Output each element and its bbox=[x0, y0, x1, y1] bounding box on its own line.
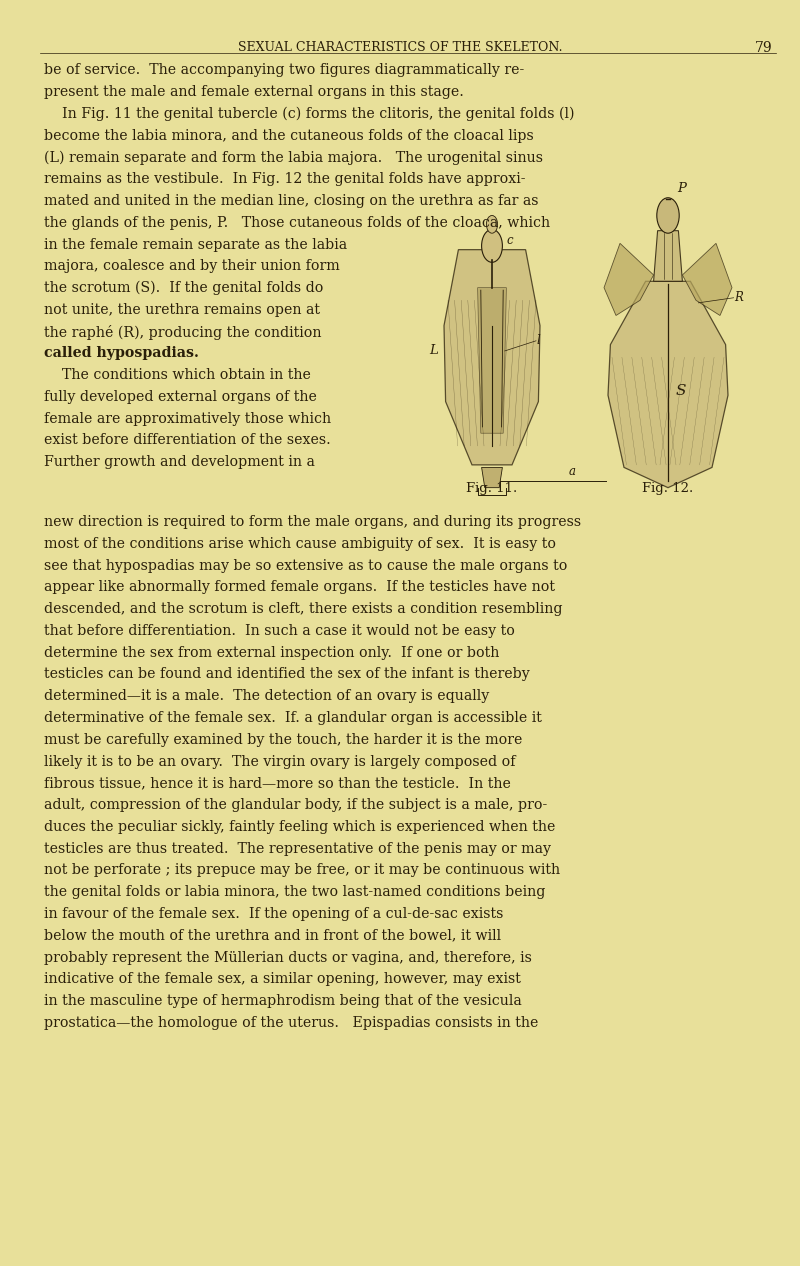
Text: that before differentiation.  In such a case it would not be easy to: that before differentiation. In such a c… bbox=[44, 624, 515, 638]
Text: indicative of the female sex, a similar opening, however, may exist: indicative of the female sex, a similar … bbox=[44, 972, 521, 986]
Text: Fig. 11.: Fig. 11. bbox=[466, 482, 518, 495]
Text: determinative of the female sex.  If. a glandular organ is accessible it: determinative of the female sex. If. a g… bbox=[44, 711, 542, 725]
Text: not be perforate ; its prepuce may be free, or it may be continuous with: not be perforate ; its prepuce may be fr… bbox=[44, 863, 560, 877]
Text: called hypospadias.: called hypospadias. bbox=[44, 347, 199, 361]
Text: most of the conditions arise which cause ambiguity of sex.  It is easy to: most of the conditions arise which cause… bbox=[44, 537, 556, 551]
Polygon shape bbox=[444, 249, 540, 465]
Circle shape bbox=[486, 215, 498, 233]
Text: the genital folds or labia minora, the two last-named conditions being: the genital folds or labia minora, the t… bbox=[44, 885, 546, 899]
Text: In Fig. 11 the genital tubercle (c) forms the clitoris, the genital folds (l): In Fig. 11 the genital tubercle (c) form… bbox=[44, 106, 574, 122]
Text: new direction is required to form the male organs, and during its progress: new direction is required to form the ma… bbox=[44, 515, 581, 529]
Polygon shape bbox=[478, 287, 506, 433]
Text: present the male and female external organs in this stage.: present the male and female external org… bbox=[44, 85, 464, 99]
Text: Fig. 12.: Fig. 12. bbox=[642, 482, 694, 495]
Text: descended, and the scrotum is cleft, there exists a condition resembling: descended, and the scrotum is cleft, the… bbox=[44, 603, 562, 617]
Polygon shape bbox=[654, 230, 682, 281]
Text: SEXUAL CHARACTERISTICS OF THE SKELETON.: SEXUAL CHARACTERISTICS OF THE SKELETON. bbox=[238, 41, 562, 53]
Text: Further growth and development in a: Further growth and development in a bbox=[44, 456, 315, 470]
Text: must be carefully examined by the touch, the harder it is the more: must be carefully examined by the touch,… bbox=[44, 733, 522, 747]
Text: (L) remain separate and form the labia majora.   The urogenital sinus: (L) remain separate and form the labia m… bbox=[44, 151, 543, 165]
Circle shape bbox=[657, 197, 679, 233]
Text: determine the sex from external inspection only.  If one or both: determine the sex from external inspecti… bbox=[44, 646, 499, 660]
Text: P: P bbox=[678, 182, 686, 195]
Text: the scrotum (S).  If the genital folds do: the scrotum (S). If the genital folds do bbox=[44, 281, 323, 295]
Text: become the labia minora, and the cutaneous folds of the cloacal lips: become the labia minora, and the cutaneo… bbox=[44, 129, 534, 143]
Text: adult, compression of the glandular body, if the subject is a male, pro-: adult, compression of the glandular body… bbox=[44, 798, 547, 812]
Polygon shape bbox=[604, 243, 654, 315]
Text: c: c bbox=[506, 234, 513, 247]
Circle shape bbox=[482, 229, 502, 262]
Text: prostatica—the homologue of the uterus.   Epispadias consists in the: prostatica—the homologue of the uterus. … bbox=[44, 1015, 538, 1029]
Polygon shape bbox=[608, 281, 728, 487]
Text: testicles are thus treated.  The representative of the penis may or may: testicles are thus treated. The represen… bbox=[44, 842, 551, 856]
Text: l: l bbox=[537, 334, 541, 347]
Text: majora, coalesce and by their union form: majora, coalesce and by their union form bbox=[44, 260, 340, 273]
Text: fully developed external organs of the: fully developed external organs of the bbox=[44, 390, 317, 404]
Text: mated and united in the median line, closing on the urethra as far as: mated and united in the median line, clo… bbox=[44, 194, 538, 208]
Text: the glands of the penis, P.   Those cutaneous folds of the cloaca, which: the glands of the penis, P. Those cutane… bbox=[44, 215, 550, 229]
Text: R: R bbox=[734, 291, 743, 304]
Text: see that hypospadias may be so extensive as to cause the male organs to: see that hypospadias may be so extensive… bbox=[44, 558, 567, 572]
Text: in the masculine type of hermaphrodism being that of the vesicula: in the masculine type of hermaphrodism b… bbox=[44, 994, 522, 1008]
Text: S: S bbox=[676, 385, 686, 399]
Text: be of service.  The accompanying two figures diagrammatically re-: be of service. The accompanying two figu… bbox=[44, 63, 524, 77]
Text: L: L bbox=[429, 344, 438, 357]
Text: not unite, the urethra remains open at: not unite, the urethra remains open at bbox=[44, 303, 320, 316]
Polygon shape bbox=[682, 243, 732, 315]
Text: exist before differentiation of the sexes.: exist before differentiation of the sexe… bbox=[44, 433, 330, 447]
Text: determined—it is a male.  The detection of an ovary is equally: determined—it is a male. The detection o… bbox=[44, 689, 490, 703]
Text: a: a bbox=[569, 465, 575, 477]
Text: below the mouth of the urethra and in front of the bowel, it will: below the mouth of the urethra and in fr… bbox=[44, 929, 501, 943]
Text: probably represent the Müllerian ducts or vagina, and, therefore, is: probably represent the Müllerian ducts o… bbox=[44, 951, 532, 965]
Text: testicles can be found and identified the sex of the infant is thereby: testicles can be found and identified th… bbox=[44, 667, 530, 681]
Text: in the female remain separate as the labia: in the female remain separate as the lab… bbox=[44, 238, 347, 252]
Text: likely it is to be an ovary.  The virgin ovary is largely composed of: likely it is to be an ovary. The virgin … bbox=[44, 755, 515, 768]
Text: 79: 79 bbox=[754, 41, 772, 54]
Text: appear like abnormally formed female organs.  If the testicles have not: appear like abnormally formed female org… bbox=[44, 580, 555, 594]
Text: The conditions which obtain in the: The conditions which obtain in the bbox=[44, 368, 311, 382]
Text: fibrous tissue, hence it is hard—more so than the testicle.  In the: fibrous tissue, hence it is hard—more so… bbox=[44, 776, 511, 790]
Text: in favour of the female sex.  If the opening of a cul-de-sac exists: in favour of the female sex. If the open… bbox=[44, 906, 503, 920]
Text: duces the peculiar sickly, faintly feeling which is experienced when the: duces the peculiar sickly, faintly feeli… bbox=[44, 820, 555, 834]
Polygon shape bbox=[482, 467, 502, 487]
Text: the raphé (R), producing the condition: the raphé (R), producing the condition bbox=[44, 324, 322, 339]
Text: female are approximatively those which: female are approximatively those which bbox=[44, 411, 331, 425]
Text: remains as the vestibule.  In Fig. 12 the genital folds have approxi-: remains as the vestibule. In Fig. 12 the… bbox=[44, 172, 526, 186]
